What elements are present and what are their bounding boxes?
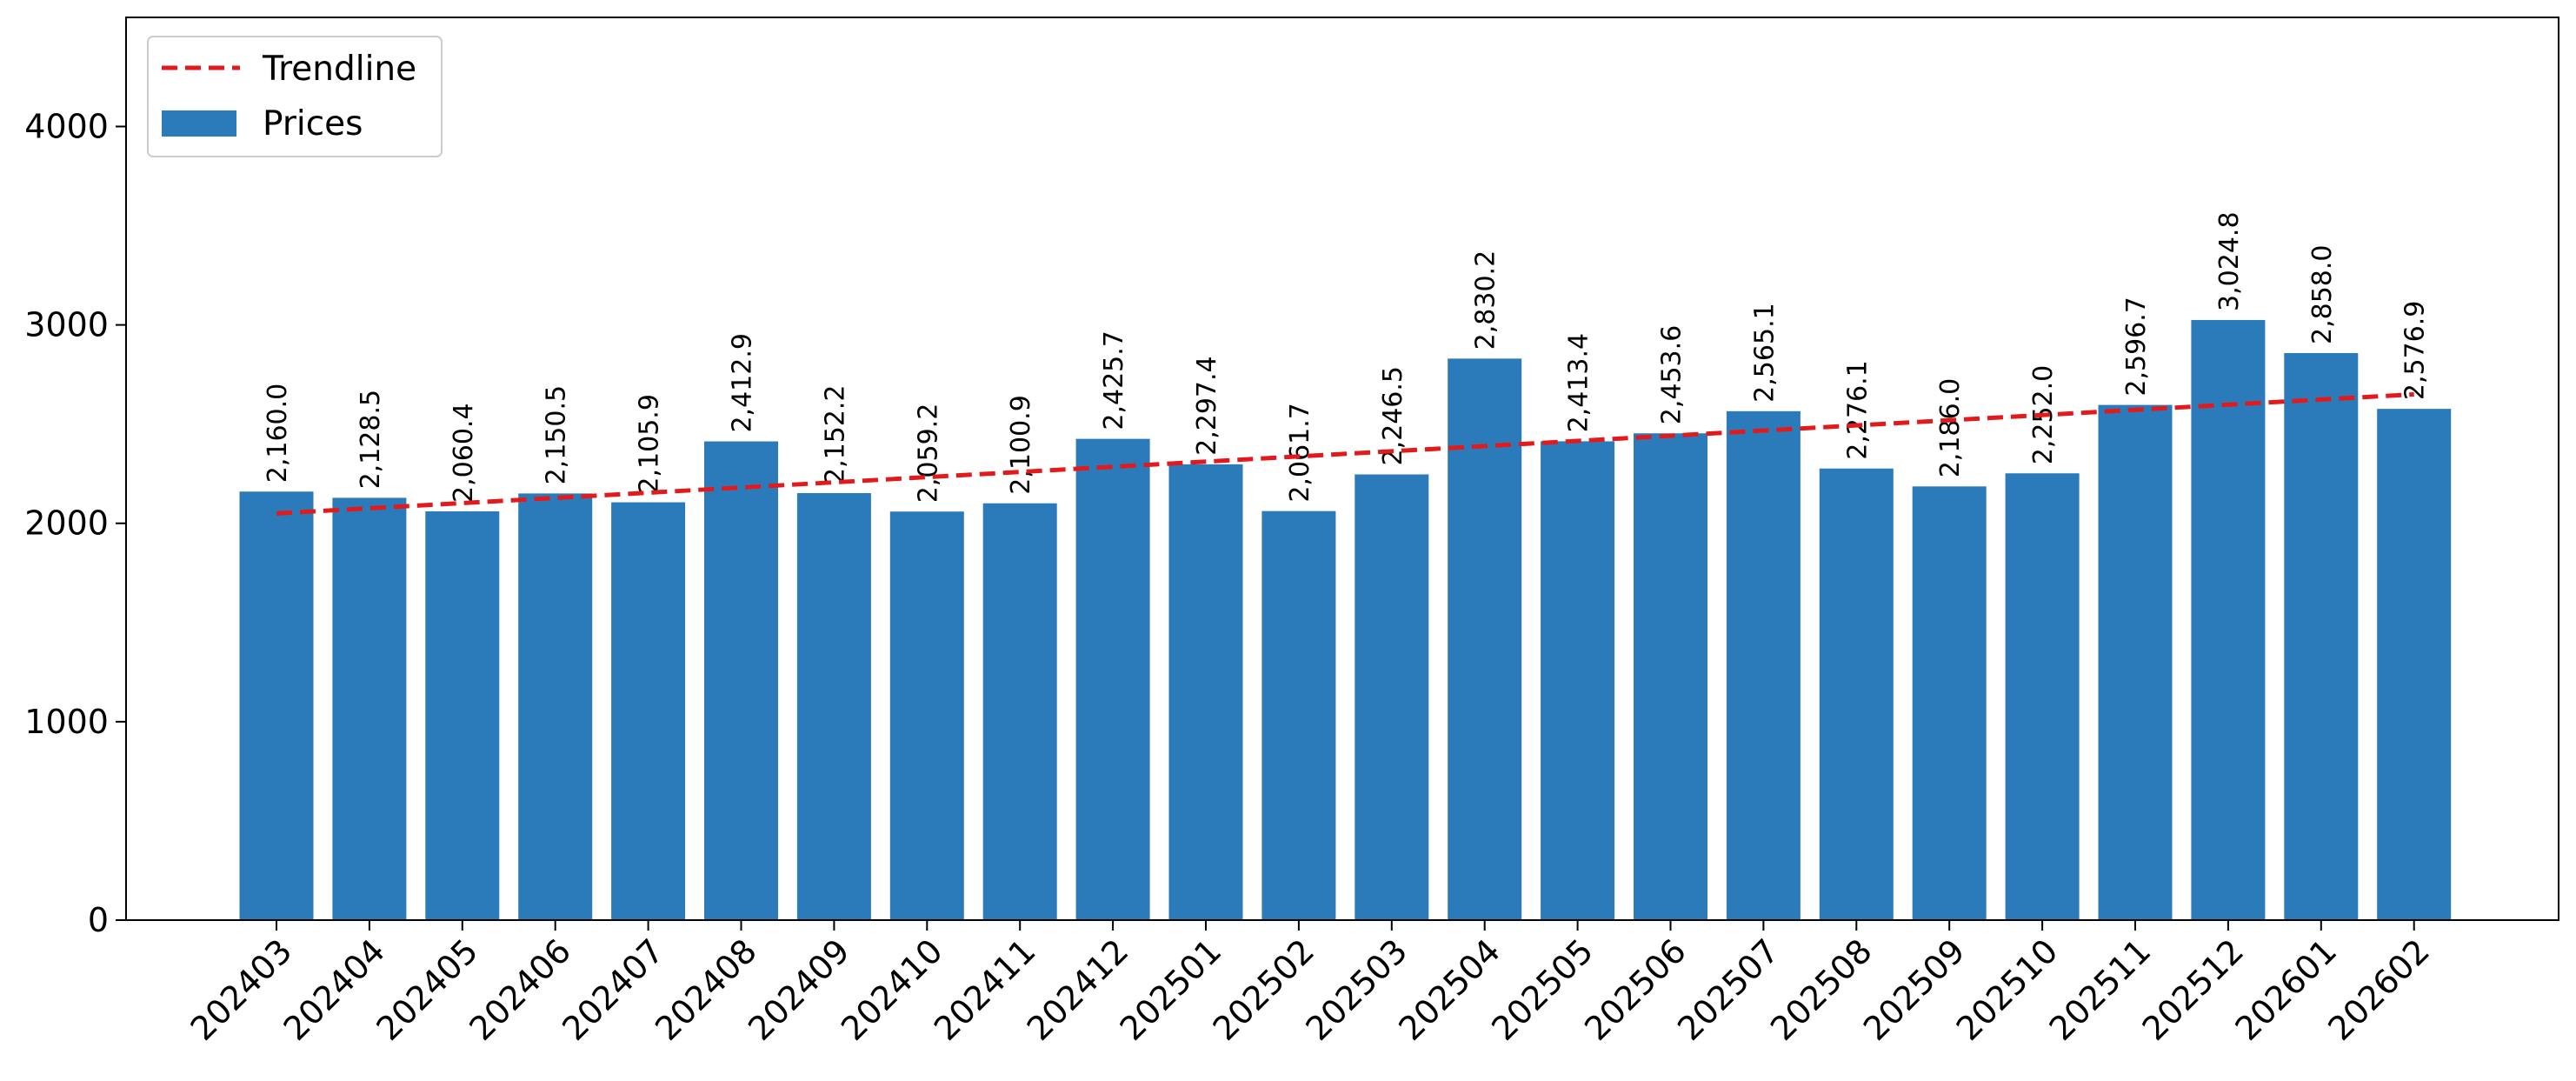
y-tick-label-4000: 4000 xyxy=(24,107,109,145)
value-label-202509: 2,186.0 xyxy=(1935,378,1966,478)
value-label-202405: 2,060.4 xyxy=(449,403,479,503)
value-label-202406: 2,150.5 xyxy=(542,385,572,485)
bar-202404 xyxy=(332,497,407,920)
y-tick-label-1000: 1000 xyxy=(24,703,109,741)
bars-group xyxy=(239,319,2452,921)
bar-202505 xyxy=(1541,441,1615,921)
legend: Trendline Prices xyxy=(147,36,443,157)
value-label-202411: 2,100.9 xyxy=(1006,395,1036,495)
value-label-202410: 2,059.2 xyxy=(913,404,943,504)
x-tick-label-202507: 202507 xyxy=(1670,931,1787,1048)
y-tick-label-0: 0 xyxy=(88,901,109,939)
x-tick-label-202512: 202512 xyxy=(2135,931,2252,1048)
value-label-202404: 2,128.5 xyxy=(356,390,386,490)
value-labels-group: 2,160.0 2,128.5 2,060.4 2,150.5 2,105.9 2,412… xyxy=(263,211,2431,503)
bar-202409 xyxy=(796,493,871,920)
value-label-202408: 2,412.9 xyxy=(728,333,758,433)
value-label-202506: 2,453.6 xyxy=(1657,325,1687,425)
value-label-202511: 2,596.7 xyxy=(2121,297,2152,397)
bar-202512 xyxy=(2191,319,2266,920)
x-tick-label-202411: 202411 xyxy=(927,931,1043,1048)
value-label-202403: 2,160.0 xyxy=(263,384,293,484)
value-label-202512: 3,024.8 xyxy=(2214,211,2245,311)
bar-202406 xyxy=(518,493,593,920)
x-tick-label-202408: 202408 xyxy=(648,931,764,1048)
x-tick-label-202410: 202410 xyxy=(834,931,950,1048)
legend-prices-label: Prices xyxy=(263,104,363,143)
x-tick-label-202409: 202409 xyxy=(741,931,857,1048)
x-tick-label-202504: 202504 xyxy=(1391,931,1508,1048)
y-tick-label-3000: 3000 xyxy=(24,306,109,344)
x-tick-label-202506: 202506 xyxy=(1577,931,1694,1048)
bar-202403 xyxy=(239,491,314,920)
bar-202407 xyxy=(611,502,686,920)
x-tick-label-202510: 202510 xyxy=(1949,931,2066,1048)
value-label-202412: 2,425.7 xyxy=(1099,330,1129,430)
legend-trendline-label: Trendline xyxy=(262,50,416,89)
x-tick-label-202407: 202407 xyxy=(555,931,671,1048)
value-label-202407: 2,105.9 xyxy=(635,394,665,494)
value-label-202504: 2,830.2 xyxy=(1471,250,1501,350)
x-tick-label-202412: 202412 xyxy=(1020,931,1136,1048)
bar-202405 xyxy=(425,510,500,920)
bar-202507 xyxy=(1726,410,1801,920)
bar-202506 xyxy=(1634,433,1707,921)
x-tick-label-202503: 202503 xyxy=(1298,931,1414,1048)
x-tick-label-202501: 202501 xyxy=(1113,931,1229,1048)
trendline xyxy=(276,391,2414,516)
bar-202408 xyxy=(704,441,778,920)
x-tick-label-202509: 202509 xyxy=(1856,931,1973,1048)
x-tick-label-202602: 202602 xyxy=(2320,931,2437,1048)
bar-202503 xyxy=(1355,474,1429,920)
value-label-202601: 2,858.0 xyxy=(2307,244,2338,344)
value-label-202409: 2,152.2 xyxy=(820,384,850,484)
x-tick-label-202601: 202601 xyxy=(2227,931,2344,1048)
bar-202504 xyxy=(1448,358,1522,920)
x-tick-label-202403: 202403 xyxy=(183,931,300,1048)
bar-202412 xyxy=(1075,438,1150,921)
plot-frame xyxy=(125,17,2559,921)
x-tick-label-202508: 202508 xyxy=(1763,931,1880,1048)
x-tick-label-202404: 202404 xyxy=(276,931,393,1048)
bar-202501 xyxy=(1168,464,1243,920)
value-label-202502: 2,061.7 xyxy=(1285,403,1315,503)
trendline-group xyxy=(276,391,2414,516)
bar-202509 xyxy=(1912,486,1987,920)
x-tick-label-202405: 202405 xyxy=(369,931,485,1048)
bar-202510 xyxy=(2005,473,2080,920)
bar-202410 xyxy=(889,511,964,920)
bar-202508 xyxy=(1819,468,1894,920)
x-tick-label-202502: 202502 xyxy=(1206,931,1322,1048)
x-tick-label-202406: 202406 xyxy=(462,931,578,1048)
y-axis: 0 1000 2000 3000 4000 xyxy=(24,107,126,939)
bar-202502 xyxy=(1261,510,1336,920)
bar-202602 xyxy=(2377,409,2452,921)
value-label-202602: 2,576.9 xyxy=(2400,301,2431,401)
bar-202411 xyxy=(982,503,1057,920)
x-tick-label-202505: 202505 xyxy=(1484,931,1601,1048)
y-tick-label-2000: 2000 xyxy=(24,504,109,543)
bar-202511 xyxy=(2098,404,2173,920)
value-label-202501: 2,297.4 xyxy=(1192,356,1222,456)
value-label-202508: 2,276.1 xyxy=(1842,360,1873,460)
x-axis: 2024032024042024052024062024072024082024… xyxy=(183,920,2437,1048)
bar-202601 xyxy=(2284,352,2359,920)
x-tick-label-202511: 202511 xyxy=(2042,931,2159,1048)
value-label-202507: 2,565.1 xyxy=(1749,303,1780,403)
value-label-202505: 2,413.4 xyxy=(1564,333,1594,433)
legend-prices-swatch xyxy=(162,110,236,137)
